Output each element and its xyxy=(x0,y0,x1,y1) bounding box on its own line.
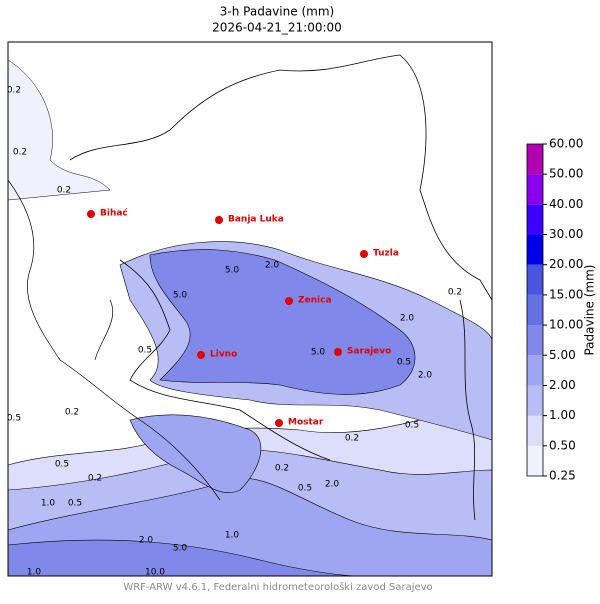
city-marker xyxy=(334,348,342,356)
city-name: Sarajevo xyxy=(347,347,391,357)
contour-label: 0.2 xyxy=(88,474,102,484)
colorbar-segment xyxy=(527,204,543,235)
contour-label: 1.0 xyxy=(41,499,56,509)
contour-label: 2.0 xyxy=(325,480,340,490)
colorbar-tick-label: 2.00 xyxy=(549,378,576,392)
colorbar-tick-label: 20.00 xyxy=(549,257,583,271)
colorbar-segment xyxy=(527,415,543,446)
city-name: Livno xyxy=(210,350,237,360)
contour-label: 0.5 xyxy=(405,421,419,431)
colorbar-segment xyxy=(527,234,543,265)
contour-label: 2.0 xyxy=(139,536,154,546)
contour-label: 5.0 xyxy=(311,348,326,358)
city-name: Bihać xyxy=(100,208,128,219)
cities: Bihać Banja Luka Tuzla Zenica Livno Sarajevo M… xyxy=(87,208,399,428)
contour-label: 0.2 xyxy=(57,186,71,196)
subtitle: 2026-04-21_21:00:00 xyxy=(212,21,342,35)
contour-label: 5.0 xyxy=(225,266,240,276)
map-area xyxy=(7,41,493,577)
colorbar-segment xyxy=(527,355,543,386)
contour-label: 1.0 xyxy=(27,568,42,578)
contour-label: 0.2 xyxy=(448,288,462,298)
colorbar-frame xyxy=(526,143,544,477)
contour-label: 0.2 xyxy=(13,148,27,158)
city-marker xyxy=(285,297,293,305)
title: 3-h Padavine (mm) xyxy=(220,5,334,19)
colorbar-segment xyxy=(527,144,543,175)
colorbar-tick-label: 1.00 xyxy=(549,408,576,422)
colorbar-segment xyxy=(527,385,543,416)
city-name: Zenica xyxy=(298,296,332,306)
city-marker xyxy=(360,250,368,258)
colorbar-segment xyxy=(527,445,543,476)
colorbar-tick-label: 30.00 xyxy=(549,227,583,241)
contour-label: 2.0 xyxy=(400,314,415,324)
contour-label: 2.0 xyxy=(418,371,433,381)
colorbar: 0.25 0.50 1.00 2.00 5.00 10.00 15.00 20.00 30.00… xyxy=(526,137,597,483)
contour-label: 0.2 xyxy=(65,408,79,418)
colorbar-tick-label: 0.50 xyxy=(549,438,576,452)
contour-label: 0.2 xyxy=(275,464,289,474)
city-marker xyxy=(197,351,205,359)
city-marker xyxy=(215,216,223,224)
contour-label: 0.2 xyxy=(345,434,359,444)
contour-label: 0.5 xyxy=(7,414,21,424)
colorbar-tick-label: 0.25 xyxy=(549,469,576,483)
contour-label: 0.5 xyxy=(397,358,411,368)
contour-label: 0.5 xyxy=(138,346,152,356)
colorbar-segment xyxy=(527,325,543,356)
contour-label: 10.0 xyxy=(145,568,165,578)
contour-label: 5.0 xyxy=(173,544,188,554)
contour-label: 1.0 xyxy=(225,531,240,541)
contour-label: 5.0 xyxy=(173,291,188,301)
colorbar-tick-label: 50.00 xyxy=(549,167,583,181)
colorbar-tick-label: 5.00 xyxy=(549,348,576,362)
contour-label: 0.2 xyxy=(7,86,21,96)
city-name: Banja Luka xyxy=(228,215,284,225)
colorbar-tick-label: 15.00 xyxy=(549,287,583,301)
colorbar-tick-label: 10.00 xyxy=(549,318,583,332)
footer: WRF-ARW v4.6.1, Federalni hidrometeorolo… xyxy=(123,581,432,593)
city-marker xyxy=(275,419,283,427)
colorbar-segment xyxy=(527,174,543,205)
colorbar-segment xyxy=(527,294,543,326)
contour-label: 0.5 xyxy=(55,460,69,470)
colorbar-label: Padavine (mm) xyxy=(583,264,597,355)
contour-label: 2.0 xyxy=(265,261,280,271)
city-name: Tuzla xyxy=(373,249,399,259)
colorbar-tick-label: 40.00 xyxy=(549,197,583,211)
city-name: Mostar xyxy=(288,418,324,428)
colorbar-tick-label: 60.00 xyxy=(549,137,583,151)
colorbar-segment xyxy=(527,264,543,295)
contour-label: 0.5 xyxy=(298,484,312,494)
contour-labels: 0.2 0.2 0.2 5.0 2.0 5.0 0.2 2.0 5.0 0.5 0.5 2.0 0.2 0… xyxy=(7,86,462,578)
contour-label: 0.5 xyxy=(68,499,82,509)
city-marker xyxy=(87,210,95,218)
